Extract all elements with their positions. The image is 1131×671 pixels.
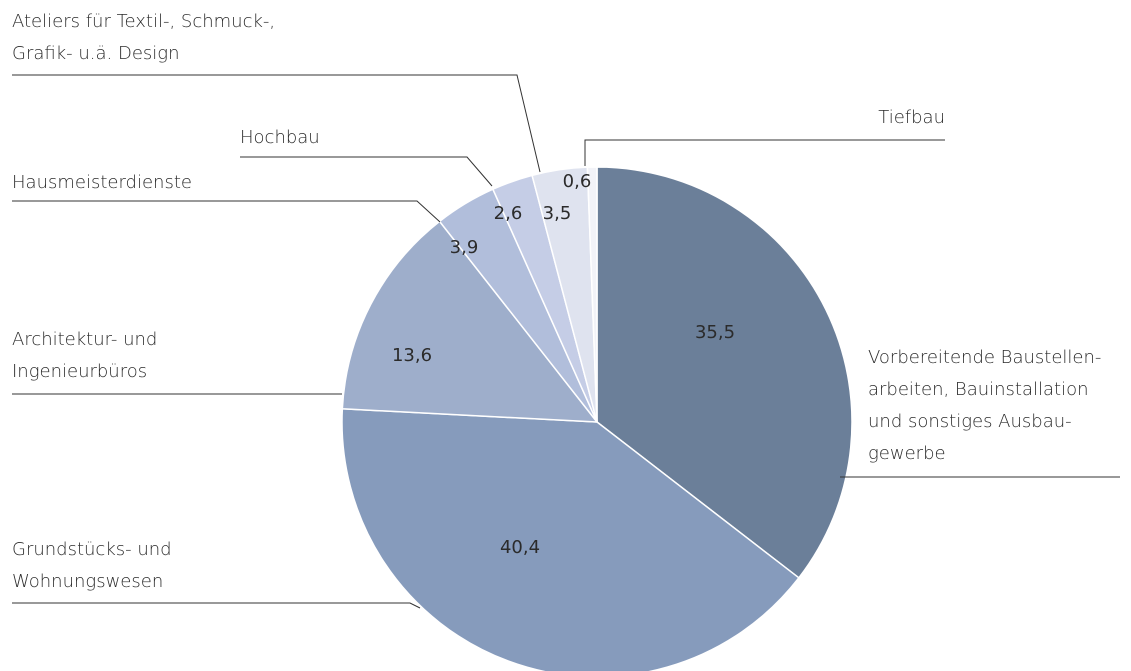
- leader-line: [12, 200, 441, 223]
- value-label: 13,6: [392, 345, 432, 366]
- pie-slice: [341, 408, 800, 671]
- leader-line: [240, 156, 493, 187]
- slice-label: Tiefbau: [878, 107, 945, 128]
- slice-label: Hausmeisterdienste: [12, 172, 192, 193]
- value-label: 40,4: [500, 537, 540, 558]
- value-label: 0,6: [563, 171, 592, 192]
- leader-line: [584, 139, 945, 166]
- value-label: 3,5: [543, 203, 572, 224]
- leader-line: [12, 74, 541, 173]
- slice-label: Architektur- und Ingenieurbüros: [12, 329, 158, 382]
- leader-line: [12, 602, 421, 609]
- value-label: 35,5: [695, 322, 735, 343]
- slice-label: Ateliers für Textil-, Schmuck-, Grafik- …: [12, 11, 276, 64]
- value-label: 2,6: [494, 203, 523, 224]
- pie-slice: [586, 166, 598, 423]
- pie-slice: [596, 166, 853, 579]
- slice-label: Hochbau: [240, 127, 320, 148]
- slice-label: Grundstücks- und Wohnungswesen: [12, 539, 172, 592]
- slice-label: Vorbereitende Baustellen- arbeiten, Baui…: [868, 347, 1102, 464]
- value-label: 3,9: [450, 237, 479, 258]
- pie-slice: [341, 220, 599, 423]
